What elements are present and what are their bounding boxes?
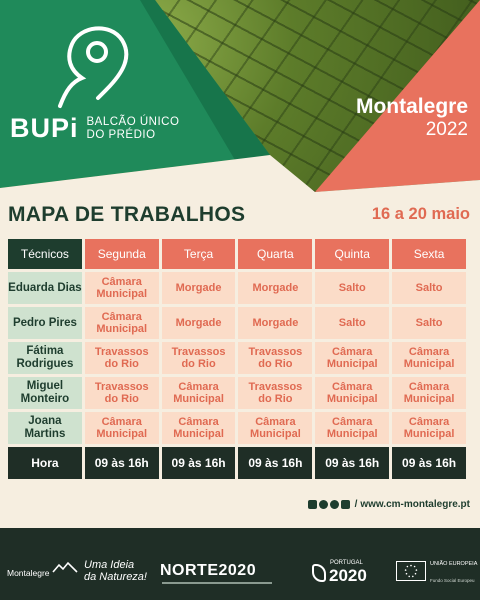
day-header: Quinta — [315, 239, 390, 269]
slogan: Uma Ideia da Natureza! — [84, 559, 147, 583]
portugal2020-mark-icon — [312, 564, 326, 582]
web-separator: / — [354, 499, 358, 510]
schedule-cell: Morgade — [238, 307, 313, 339]
brand-subtitle: BALCÃO ÚNICO DO PRÉDIO — [86, 115, 180, 141]
schedule-table: Técnicos Segunda Terça Quarta Quinta Sex… — [5, 236, 469, 482]
website-link[interactable]: www.cm-montalegre.pt — [360, 499, 470, 510]
instagram-icon[interactable] — [318, 500, 328, 509]
day-header: Terça — [161, 239, 236, 269]
eu-label: UNIÃO EUROPEIA — [430, 561, 478, 567]
schedule-cell: Câmara Municipal — [315, 412, 390, 444]
table-row: Miguel Monteiro Travassos do Rio Câmara Munic… — [8, 377, 466, 409]
schedule-cell: Travassos do Rio — [84, 342, 159, 374]
table-row: Joana Martins Câmara Municipal Câmara Munici… — [8, 412, 466, 444]
municipality-logo: Montalegre — [7, 568, 50, 578]
facebook-icon[interactable] — [307, 500, 317, 509]
technician-name: Miguel Monteiro — [8, 377, 82, 409]
location-year: 2022 — [425, 119, 468, 140]
schedule-cell: Travassos do Rio — [84, 377, 159, 409]
schedule-cell: Morgade — [161, 307, 236, 339]
hours-cell: 09 às 16h — [392, 447, 466, 479]
schedule-cell: Câmara Municipal — [392, 412, 466, 444]
hours-label: Hora — [8, 447, 82, 479]
technician-name: Joana Martins — [8, 412, 82, 444]
page-title: MAPA DE TRABALHOS — [8, 203, 246, 226]
schedule-cell: Câmara Municipal — [392, 377, 466, 409]
header-banner: BUPi BALCÃO ÚNICO DO PRÉDIO Montalegre 2… — [0, 0, 480, 200]
schedule-cell: Salto — [315, 307, 390, 339]
norte2020-logo: NORTE2020 — [160, 562, 257, 579]
technician-name: Eduarda Dias — [8, 272, 82, 304]
day-header: Quarta — [238, 239, 313, 269]
schedule-cell: Travassos do Rio — [161, 342, 236, 374]
technician-name: Pedro Pires — [8, 307, 82, 339]
schedule-cell: Morgade — [238, 272, 313, 304]
schedule-cell: Salto — [392, 307, 466, 339]
footer: Montalegre Uma Ideia da Natureza! NORTE2… — [0, 528, 480, 600]
table-row: Fátima Rodrigues Travassos do Rio Travassos d… — [8, 342, 466, 374]
schedule-cell: Câmara Municipal — [238, 412, 313, 444]
schedule-cell: Câmara Municipal — [84, 272, 159, 304]
schedule-cell: Câmara Municipal — [315, 377, 390, 409]
schedule-cell: Salto — [315, 272, 390, 304]
eu-flag-icon — [396, 561, 426, 581]
hours-cell: 09 às 16h — [238, 447, 313, 479]
web-links: / www.cm-montalegre.pt — [307, 499, 470, 510]
schedule-cell: Câmara Municipal — [392, 342, 466, 374]
twitter-icon[interactable] — [329, 500, 339, 509]
location-pin-icon — [58, 26, 129, 108]
schedule-cell: Travassos do Rio — [238, 342, 313, 374]
brand-logo: BUPi BALCÃO ÚNICO DO PRÉDIO — [10, 113, 179, 144]
schedule-cell: Câmara Municipal — [161, 377, 236, 409]
corner-header: Técnicos — [8, 239, 82, 269]
youtube-icon[interactable] — [340, 500, 350, 509]
location-name: Montalegre — [355, 95, 468, 118]
schedule-cell: Câmara Municipal — [84, 412, 159, 444]
schedule-cell: Câmara Municipal — [84, 307, 159, 339]
day-header: Segunda — [84, 239, 159, 269]
schedule-cell: Câmara Municipal — [161, 412, 236, 444]
table-row: Pedro Pires Câmara Municipal Morgade Morgade… — [8, 307, 466, 339]
day-header: Sexta — [392, 239, 466, 269]
brand-name: BUPi — [10, 113, 79, 143]
date-range: 16 a 20 maio — [371, 205, 470, 223]
schedule-cell: Travassos do Rio — [238, 377, 313, 409]
location-block: Montalegre 2022 — [356, 95, 468, 141]
schedule-cell: Morgade — [161, 272, 236, 304]
norte2020-underline — [162, 582, 272, 584]
hours-cell: 09 às 16h — [161, 447, 236, 479]
hours-cell: 09 às 16h — [315, 447, 390, 479]
technician-name: Fátima Rodrigues — [8, 342, 82, 374]
table-row: Eduarda Dias Câmara Municipal Morgade Morgad… — [8, 272, 466, 304]
table-header-row: Técnicos Segunda Terça Quarta Quinta Sex… — [8, 239, 466, 269]
hours-cell: 09 às 16h — [84, 447, 159, 479]
eu-fund-label: Fundo Social Europeu — [430, 578, 475, 583]
mountain-wave-icon — [52, 561, 78, 573]
hours-row: Hora 09 às 16h 09 às 16h 09 às 16h 09 às… — [8, 447, 466, 479]
schedule-cell: Câmara Municipal — [315, 342, 390, 374]
schedule-cell: Salto — [392, 272, 466, 304]
